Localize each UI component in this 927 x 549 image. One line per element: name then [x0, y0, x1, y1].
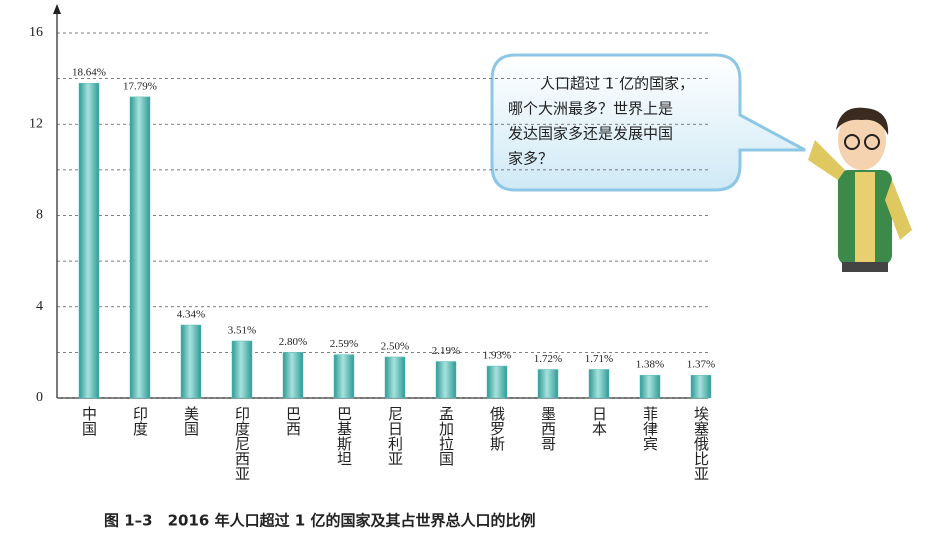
- bar: [180, 324, 202, 399]
- value-label: 1.71%: [585, 353, 613, 365]
- value-label: 1.93%: [483, 350, 511, 362]
- value-label: 1.37%: [687, 359, 715, 371]
- bar: [486, 365, 508, 399]
- value-label: 2.59%: [330, 338, 358, 350]
- x-tick-label: 墨西哥: [539, 406, 557, 451]
- x-tick-label: 中国: [80, 406, 98, 436]
- value-label: 3.51%: [228, 325, 256, 337]
- bubble: [490, 53, 806, 192]
- x-tick-label: 巴西: [284, 406, 302, 436]
- value-label: 1.38%: [636, 359, 664, 371]
- bar: [78, 82, 100, 399]
- value-label: 17.79%: [123, 80, 157, 92]
- x-tick-label: 菲律宾: [641, 406, 659, 451]
- y-tick-label: 0: [36, 390, 43, 405]
- bar: [639, 374, 661, 399]
- y-tick-label: 12: [29, 116, 43, 131]
- y-axis-arrow: [53, 4, 61, 14]
- bar: [588, 369, 610, 399]
- value-label: 18.64%: [72, 67, 106, 79]
- bar: [231, 340, 253, 399]
- x-tick-label: 尼日利亚: [386, 406, 404, 466]
- x-tick-label: 埃塞俄比亚: [692, 406, 710, 481]
- value-label: 2.19%: [432, 345, 460, 357]
- value-label: 2.80%: [279, 336, 307, 348]
- x-tick-label: 印度尼西亚: [233, 406, 251, 481]
- x-tick-label: 印度: [131, 406, 149, 436]
- bubble-text: 人口超过 1 亿的国家，: [540, 75, 694, 93]
- bar: [129, 96, 151, 399]
- y-tick-label: 8: [36, 208, 43, 223]
- cartoon-boy: [808, 107, 912, 272]
- bubble-text: 发达国家多还是发展中国: [508, 125, 673, 143]
- x-tick-label: 日本: [590, 406, 608, 436]
- y-tick-label: 4: [36, 299, 43, 314]
- y-tick-label: 16: [29, 25, 43, 40]
- bubble-text: 哪个大洲最多？世界上是: [508, 100, 673, 118]
- value-label: 4.34%: [177, 309, 205, 321]
- caption: 图 1–3 2016 年人口超过 1 亿的国家及其占世界总人口的比例: [104, 512, 535, 530]
- value-label: 1.72%: [534, 353, 562, 365]
- value-label: 2.50%: [381, 340, 409, 352]
- bar: [537, 369, 559, 399]
- bubble-text: 家多？: [508, 150, 553, 168]
- x-tick-label: 俄罗斯: [488, 406, 506, 452]
- x-tick-label: 孟加拉国: [437, 406, 455, 466]
- bar: [690, 374, 712, 399]
- bar: [333, 354, 355, 399]
- bar: [384, 356, 406, 399]
- x-tick-label: 美国: [182, 406, 200, 436]
- x-tick-label: 巴基斯坦: [335, 406, 353, 466]
- bar: [435, 361, 457, 399]
- bar: [282, 352, 304, 399]
